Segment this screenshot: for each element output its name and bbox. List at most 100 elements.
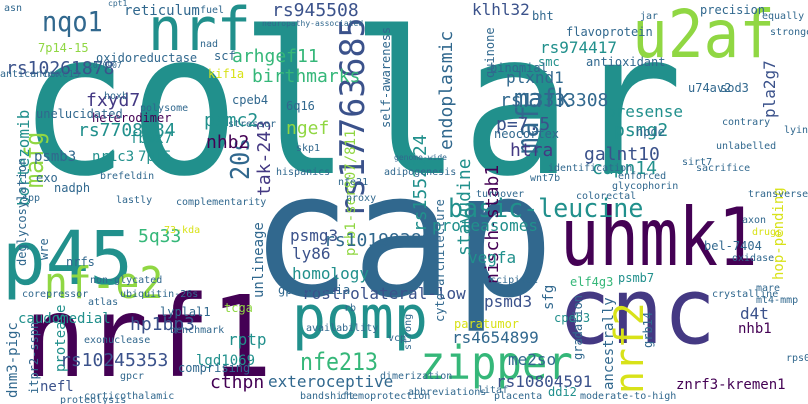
word-fuel: fuel <box>200 5 225 16</box>
word-occipital: occipital <box>484 275 539 286</box>
word-lastly: lastly <box>116 195 153 206</box>
word-htra: htra <box>510 140 554 161</box>
word-rps03: rps03 <box>786 353 808 364</box>
word-5q33: 5q33 <box>138 226 182 247</box>
word-nqo1: nqo1 <box>42 5 103 38</box>
word-vegfa: vegfa <box>468 248 517 267</box>
word-bht: bht <box>532 9 554 23</box>
word-complementarity: complementarity <box>176 197 267 208</box>
word-non-glycated: non-glycated <box>90 275 163 286</box>
word-binomial: binomial <box>490 61 548 75</box>
word-corticothalamic: corticothalamic <box>84 391 175 402</box>
word-stavudine: stavudine <box>454 158 475 256</box>
word-sod3: sod3 <box>720 81 749 95</box>
word-u74av2: u74av2 <box>688 81 732 95</box>
word-strong: strong <box>403 313 414 350</box>
word-cpt1: cpt1 <box>108 0 128 8</box>
word-nrfs: nrfs <box>66 255 95 269</box>
word-rs10261878: rs10261878 <box>6 58 115 79</box>
word-gpcr: gpcr <box>120 371 145 382</box>
word-antioxidant: antioxidant <box>586 55 666 69</box>
word-placenta: placenta <box>494 391 543 402</box>
word-p45: p45 <box>2 216 133 302</box>
word-elf4g3: elf4g3 <box>570 275 614 289</box>
word-hpde: hpde <box>636 125 665 139</box>
word-proteolysis: proteolysis <box>60 395 127 404</box>
word-nhb2: nhb2 <box>206 132 250 153</box>
word-capn14: capn14 <box>592 158 658 179</box>
word-psmg3: psmg3 <box>290 226 339 245</box>
word-galnt10: galnt10 <box>584 144 660 165</box>
word-kif1a: kif1a <box>208 67 245 81</box>
word-rostrolateral-low: rostrolateral-low <box>302 284 466 303</box>
word-wre: wre <box>37 238 51 260</box>
word-tak-243: tak-243 <box>254 120 275 196</box>
word-grb14: grb14 <box>641 311 655 348</box>
word-spp: spp <box>22 193 41 204</box>
word-precision: precision <box>700 3 766 17</box>
word-pomp: pomp <box>292 283 428 353</box>
word-psmd3: psmd3 <box>484 292 533 311</box>
word-klhl32: klhl32 <box>472 0 530 19</box>
word-rs1552224: rs1552224 <box>410 134 431 232</box>
word-p-7-5: p=7.5 <box>496 114 551 135</box>
word-bandshift: bandshift <box>300 391 355 402</box>
word-ddi2: ddi2 <box>548 385 577 399</box>
word-uhmk1: uhmk1 <box>560 191 758 284</box>
word-nrf1: nrf1 <box>24 273 273 403</box>
word-zipper: zipper <box>420 336 573 390</box>
word-cnc: cnc <box>558 258 716 365</box>
word-rb: rb <box>344 303 357 314</box>
word-unelucidated: unelucidated <box>36 107 123 121</box>
word-unlabelled: unlabelled <box>716 141 777 152</box>
word-nhb1: nhb1 <box>738 321 772 337</box>
word-colorectal: colorectal <box>576 191 637 202</box>
word-equally: equally <box>762 11 805 22</box>
word-stronger: stronger <box>770 27 808 38</box>
word-rs10245353: rs10245353 <box>60 350 169 371</box>
word-smc: smc <box>538 55 560 69</box>
word-self-awareness: self-awareness <box>379 26 393 128</box>
word-skp1: skp1 <box>296 143 321 154</box>
word-sirt7: sirt7 <box>682 157 713 168</box>
word-rs10804591: rs10804591 <box>496 372 593 391</box>
word-arhgef11: arhgef11 <box>232 46 319 67</box>
word-paratumor: paratumor <box>454 317 520 331</box>
word-me2so: me2so <box>508 350 557 369</box>
word-flavoprotein: flavoprotein <box>566 25 653 39</box>
word-cpeb4: cpeb4 <box>232 93 269 107</box>
word-identification: identification <box>548 163 633 174</box>
word-dimerization: dimerization <box>380 371 453 382</box>
word-comprising: comprising <box>178 361 251 375</box>
word-vcp: vcp <box>388 333 407 344</box>
word-plxnd1: plxnd1 <box>506 68 564 87</box>
word-oxidase: oxidase <box>732 253 775 264</box>
word-7p15: 7p15 <box>138 149 172 165</box>
word-hoxb: hoxb <box>104 91 129 102</box>
word-unlineage: unlineage <box>251 222 267 298</box>
word-crystalline: crystalline <box>712 289 779 300</box>
word-ngef: ngef <box>286 118 330 139</box>
word-wnt7b: wnt7b <box>530 173 561 184</box>
word-stressor: stressor <box>228 119 277 130</box>
word-lyplal1: lyplal1 <box>160 305 211 319</box>
word-rs13333308: rs13333308 <box>500 90 609 111</box>
word-rs974417: rs974417 <box>540 38 618 57</box>
word-bel-7404: bel-7404 <box>704 239 762 253</box>
word-ancestrally: ancestrally <box>601 297 617 390</box>
word-nr1c3: nr1c3 <box>92 149 135 165</box>
word-psmg2: psmg2 <box>614 120 669 141</box>
word-proteasomes: proteasomes <box>432 216 538 235</box>
word-polysome: polysome <box>140 103 189 114</box>
word-t070907: t070907 <box>88 61 122 70</box>
word-brefeldin: brefeldin <box>100 171 155 182</box>
word-adipogenesis: adipogenesis <box>384 167 457 178</box>
word-moderate-to-high: moderate-to-high <box>580 391 677 402</box>
word-sfg: sfg <box>541 284 557 310</box>
word-caudomedial: caudomedial <box>18 311 111 327</box>
word-axon: axon <box>742 215 767 226</box>
word-hp1bp3: hp1bp3 <box>130 314 196 335</box>
word-hispanics: hispanics <box>276 167 331 178</box>
word-d4t: d4t <box>740 304 769 323</box>
word-corepressor: corepressor <box>22 289 89 300</box>
